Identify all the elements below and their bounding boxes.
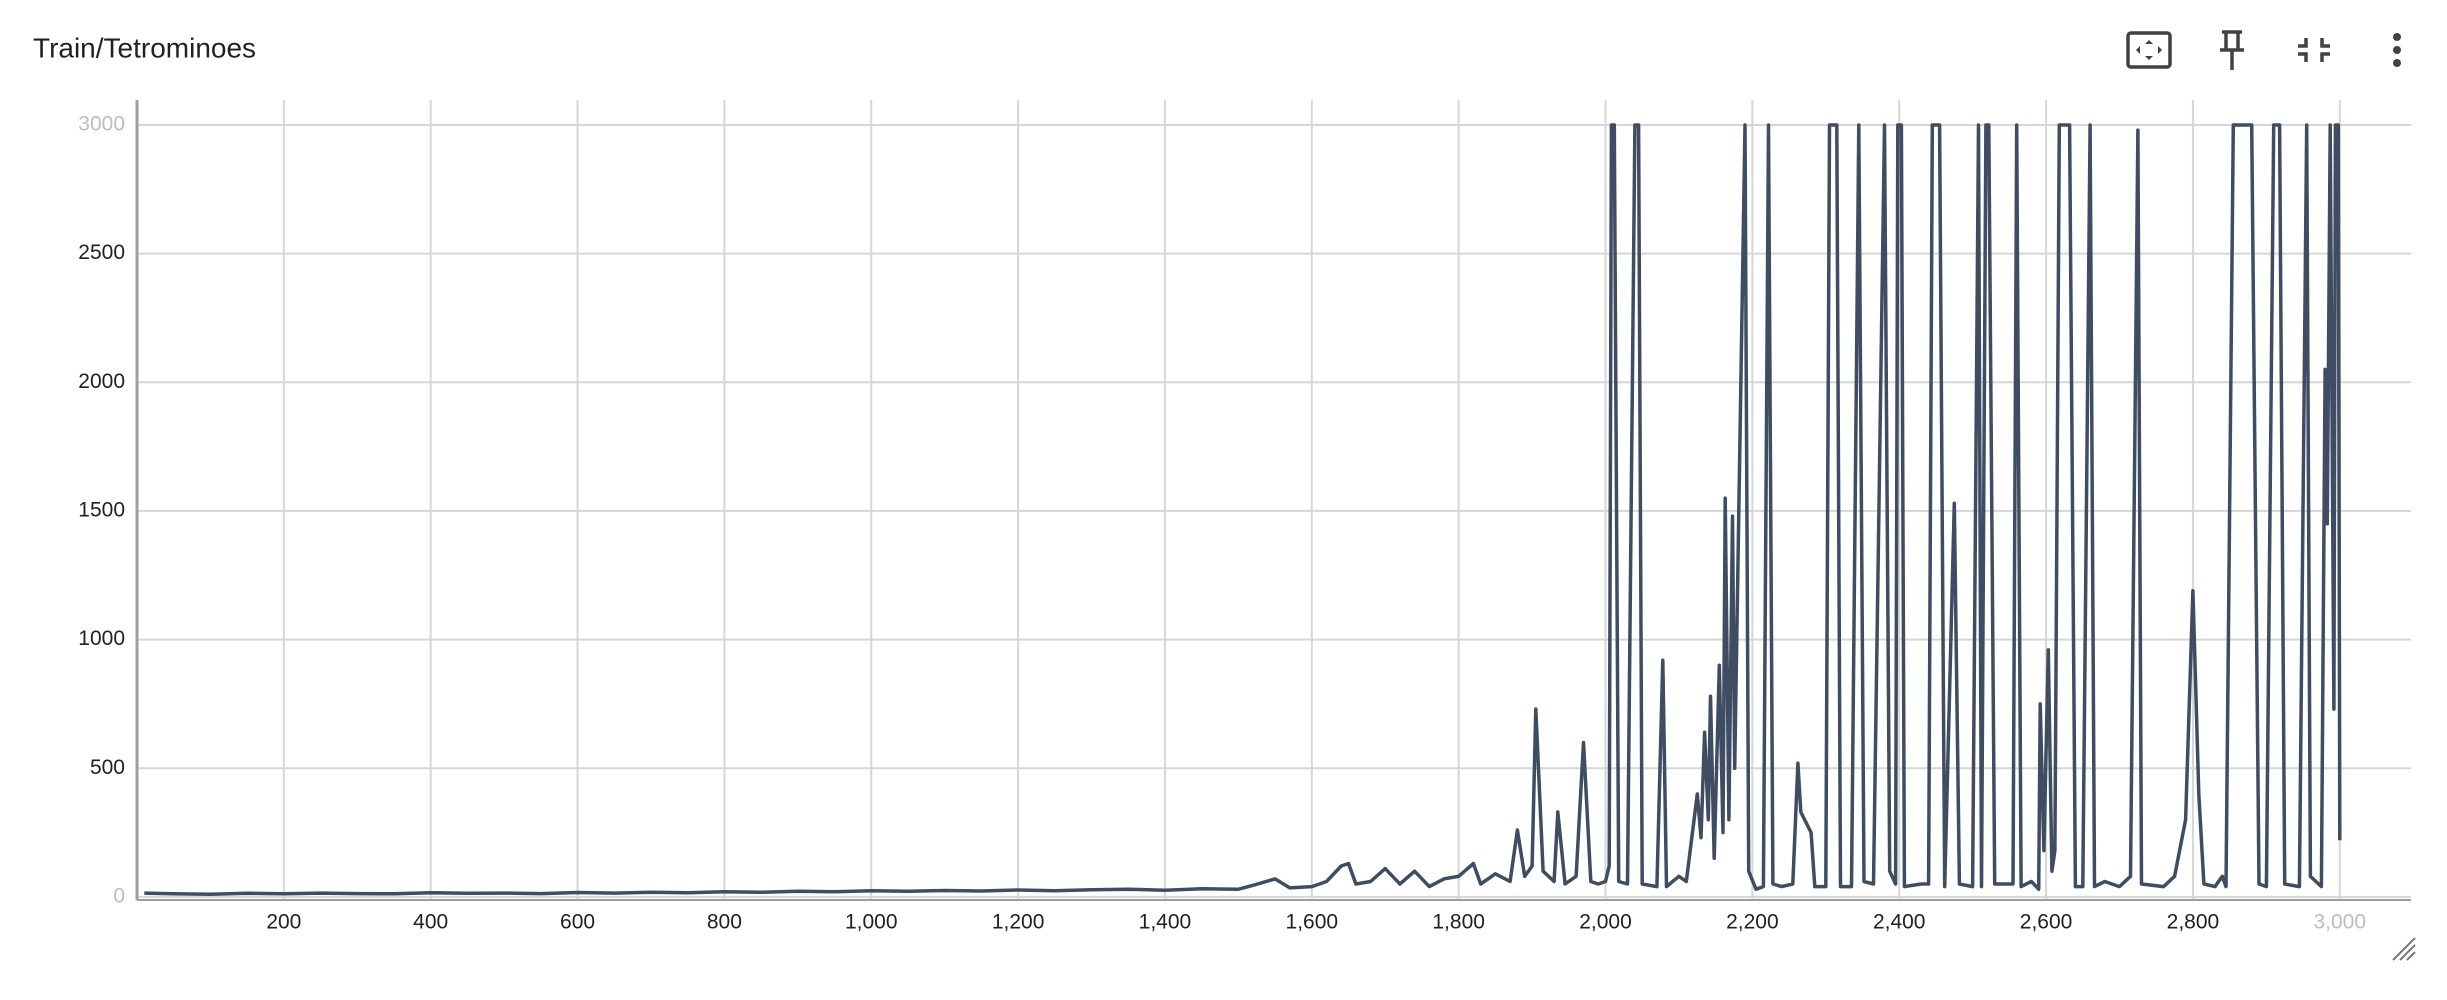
x-tick-label: 600 xyxy=(560,911,595,934)
x-tick-label: 800 xyxy=(707,911,742,934)
x-tick-label: 2,000 xyxy=(1579,911,1632,934)
toolbar xyxy=(2126,30,2401,70)
data-line xyxy=(144,123,2342,897)
x-tick-label: 400 xyxy=(413,911,448,934)
x-tick-label: 200 xyxy=(266,911,301,934)
y-tick-label: 500 xyxy=(90,756,125,779)
y-tick-label: 2500 xyxy=(78,241,125,264)
y-tick-label: 0 xyxy=(113,884,125,907)
y-tick-label: 1000 xyxy=(78,627,125,650)
x-tick-label: 2,600 xyxy=(2020,911,2073,934)
fit-domain-button[interactable] xyxy=(2126,31,2172,69)
y-tick-label: 1500 xyxy=(78,498,125,521)
x-tick-label: 1,600 xyxy=(1286,911,1339,934)
x-tick-label: 2,800 xyxy=(2167,911,2220,934)
y-tick-label: 3000 xyxy=(78,113,125,136)
chart-title: Train/Tetrominoes xyxy=(33,32,256,63)
more-menu-button[interactable] xyxy=(2393,33,2401,67)
pin-button[interactable] xyxy=(2220,30,2244,70)
collapse-button[interactable] xyxy=(2298,38,2330,62)
x-tick-label: 1,400 xyxy=(1139,911,1192,934)
x-tick-label: 1,000 xyxy=(845,911,898,934)
x-tick-label: 3,000 xyxy=(2313,911,2366,934)
grid xyxy=(137,100,2411,900)
x-tick-label: 1,800 xyxy=(1432,911,1485,934)
y-tick-label: 2000 xyxy=(78,370,125,393)
resize-handle[interactable] xyxy=(2392,937,2416,961)
x-tick-label: 2,200 xyxy=(1726,911,1779,934)
x-tick-label: 1,200 xyxy=(992,911,1045,934)
x-tick-label: 2,400 xyxy=(1873,911,1926,934)
